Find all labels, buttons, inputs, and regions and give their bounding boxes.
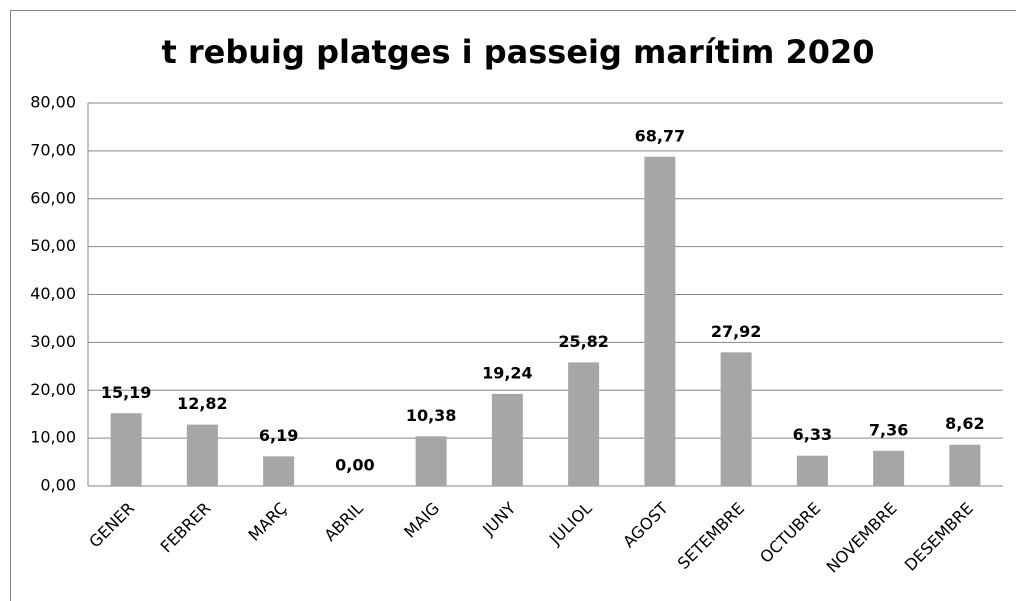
y-tick-label: 30,00: [30, 332, 76, 351]
y-tick-label: 0,00: [40, 476, 76, 495]
bar: [873, 450, 905, 486]
data-label: 27,92: [711, 322, 762, 341]
data-label: 6,33: [793, 425, 832, 444]
y-tick-label: 10,00: [30, 428, 76, 447]
bar: [949, 444, 981, 486]
chart-title: t rebuig platges i passeig marítim 2020: [161, 33, 874, 71]
bar: [110, 413, 142, 486]
bar: [644, 156, 676, 487]
y-tick-label: 80,00: [30, 93, 76, 112]
data-label: 10,38: [406, 406, 457, 425]
bar: [186, 424, 218, 486]
bar: [415, 436, 447, 486]
data-label: 0,00: [335, 456, 374, 475]
data-label: 6,19: [259, 426, 298, 445]
y-tick-label: 40,00: [30, 284, 76, 303]
data-label: 8,62: [945, 414, 984, 433]
y-tick-label: 50,00: [30, 236, 76, 255]
data-label: 68,77: [635, 126, 686, 145]
bar: [720, 352, 752, 486]
bar: [491, 393, 523, 486]
data-label: 7,36: [869, 420, 908, 439]
data-label: 15,19: [101, 383, 152, 402]
y-tick-label: 60,00: [30, 188, 76, 207]
data-label: 25,82: [558, 332, 609, 351]
data-label: 12,82: [177, 394, 228, 413]
bar: [568, 362, 600, 486]
chart-frame: [10, 10, 1016, 601]
y-tick-label: 70,00: [30, 140, 76, 159]
bar: [796, 455, 828, 486]
data-label: 19,24: [482, 363, 533, 382]
bar: [263, 456, 295, 486]
y-tick-label: 20,00: [30, 380, 76, 399]
